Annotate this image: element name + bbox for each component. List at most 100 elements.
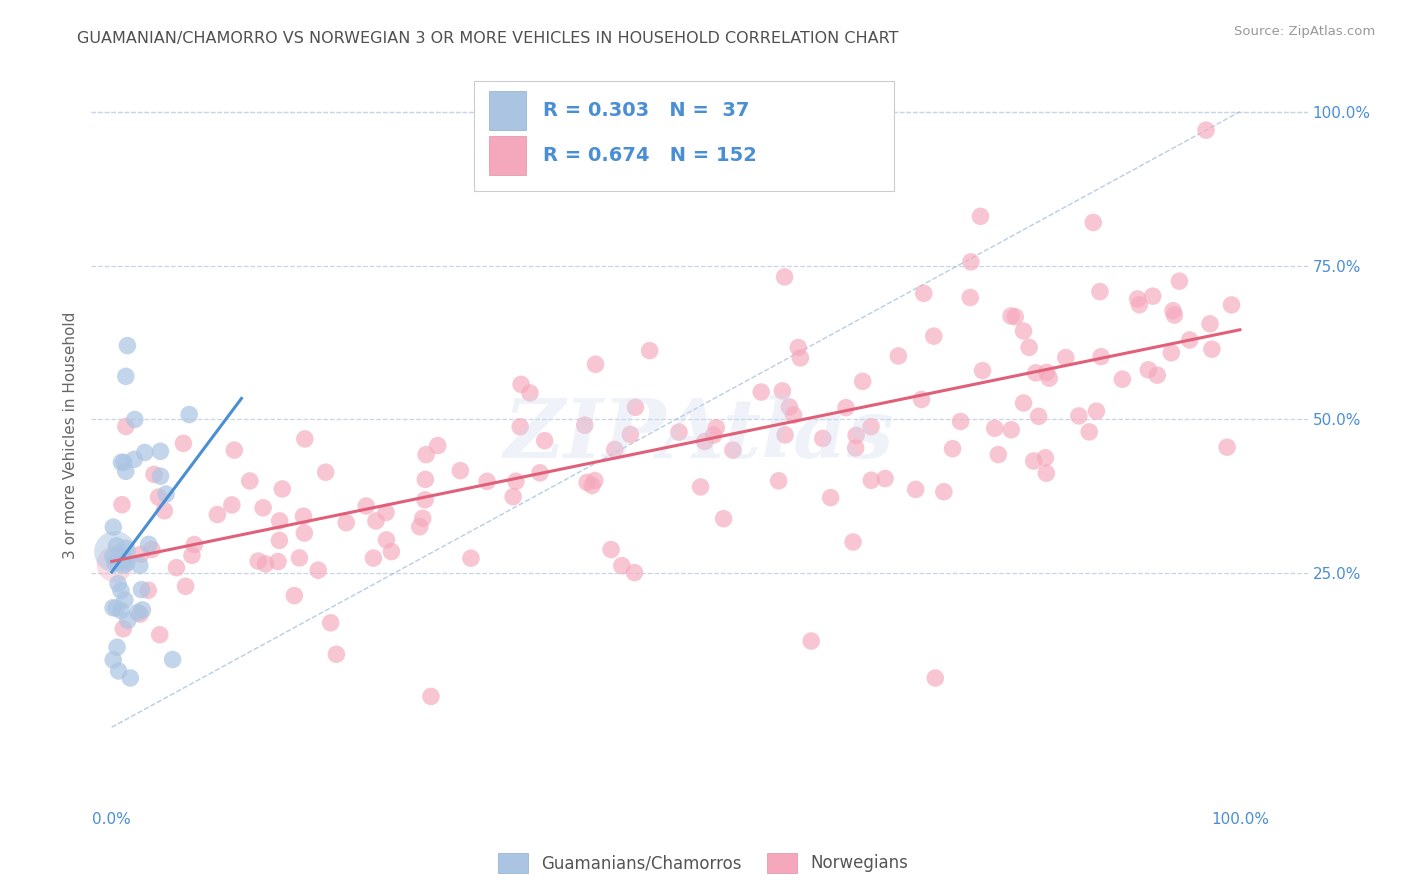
Point — [860, 473, 883, 487]
Point — [409, 520, 432, 534]
Point — [148, 490, 170, 504]
Point — [983, 421, 1005, 435]
Point — [115, 419, 138, 434]
Point — [120, 671, 142, 685]
Point — [835, 401, 858, 415]
Point — [1085, 404, 1108, 418]
Point — [375, 533, 398, 547]
Point — [319, 615, 342, 630]
Point — [1054, 351, 1077, 365]
Point — [129, 607, 152, 621]
Point — [668, 425, 690, 439]
Point — [413, 492, 436, 507]
Point — [1220, 298, 1243, 312]
Point — [105, 539, 128, 553]
Point — [852, 375, 875, 389]
Point — [128, 558, 150, 573]
Point — [1025, 366, 1047, 380]
Point — [1038, 371, 1060, 385]
Point — [131, 603, 153, 617]
Point — [610, 558, 633, 573]
Point — [922, 329, 945, 343]
Point — [426, 439, 449, 453]
Point — [1012, 396, 1035, 410]
Point — [292, 509, 315, 524]
Point — [624, 401, 647, 415]
Point — [141, 542, 163, 557]
Point — [267, 555, 290, 569]
Point — [529, 466, 551, 480]
Point — [134, 445, 156, 459]
Point — [420, 690, 443, 704]
Point — [292, 526, 315, 541]
Point — [1000, 309, 1022, 323]
Point — [207, 508, 229, 522]
Point — [1028, 409, 1050, 424]
Point — [1178, 333, 1201, 347]
Text: GUAMANIAN/CHAMORRO VS NORWEGIAN 3 OR MORE VEHICLES IN HOUSEHOLD CORRELATION CHAR: GUAMANIAN/CHAMORRO VS NORWEGIAN 3 OR MOR… — [77, 31, 898, 46]
Point — [283, 589, 305, 603]
Point — [247, 554, 270, 568]
Point — [1142, 289, 1164, 303]
Point — [380, 544, 402, 558]
Point — [583, 474, 606, 488]
Point — [254, 557, 277, 571]
Point — [104, 557, 127, 571]
Point — [1012, 324, 1035, 338]
Point — [221, 498, 243, 512]
Point — [149, 444, 172, 458]
Point — [912, 286, 935, 301]
Point — [1216, 440, 1239, 454]
Point — [845, 428, 868, 442]
Point — [910, 392, 932, 407]
Point — [1128, 298, 1150, 312]
Point — [129, 547, 152, 561]
Point — [1083, 215, 1105, 229]
Point — [114, 552, 136, 566]
Point — [519, 386, 541, 401]
Point — [1035, 467, 1057, 481]
Point — [1160, 345, 1182, 359]
Point — [117, 613, 139, 627]
Point — [1088, 285, 1111, 299]
Point — [842, 535, 865, 549]
FancyBboxPatch shape — [489, 92, 526, 130]
Point — [768, 474, 790, 488]
Point — [969, 210, 991, 224]
Point — [460, 551, 482, 566]
Point — [693, 434, 716, 449]
Point — [142, 467, 165, 482]
Point — [942, 442, 965, 456]
Point — [959, 291, 981, 305]
Point — [1000, 423, 1022, 437]
Point — [117, 338, 139, 352]
Point — [585, 104, 607, 119]
Point — [110, 604, 132, 618]
Point — [800, 111, 823, 125]
Point — [354, 499, 377, 513]
Text: R = 0.674   N = 152: R = 0.674 N = 152 — [543, 146, 756, 165]
Point — [415, 472, 437, 486]
Point — [875, 471, 897, 485]
Text: ZIPAtlas: ZIPAtlas — [503, 395, 896, 475]
Point — [811, 432, 834, 446]
Point — [127, 606, 149, 620]
Point — [107, 664, 129, 678]
Point — [887, 349, 910, 363]
Point — [1201, 342, 1223, 356]
Point — [924, 671, 946, 685]
Point — [239, 474, 262, 488]
Point — [153, 504, 176, 518]
Point — [703, 428, 725, 442]
Point — [1126, 292, 1149, 306]
Point — [252, 500, 274, 515]
Point — [576, 475, 599, 490]
Point — [315, 465, 337, 479]
Point — [1163, 308, 1185, 322]
Point — [1168, 274, 1191, 288]
Point — [987, 448, 1010, 462]
Point — [415, 448, 437, 462]
Point — [271, 482, 294, 496]
Point — [704, 420, 727, 434]
Point — [103, 653, 125, 667]
